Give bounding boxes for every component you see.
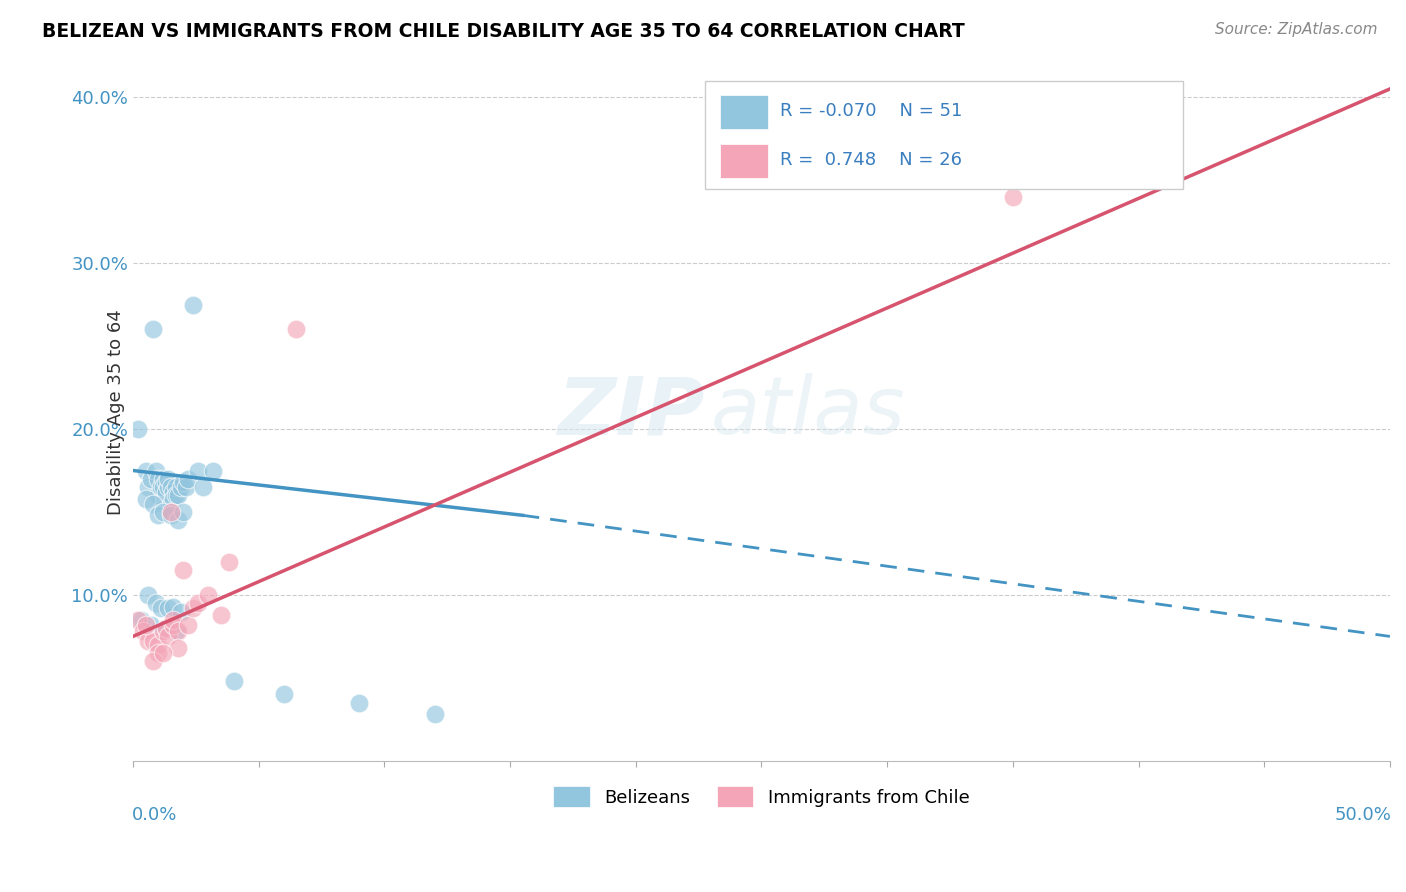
Text: ZIP: ZIP bbox=[558, 374, 704, 451]
Point bbox=[149, 480, 172, 494]
Point bbox=[347, 696, 370, 710]
Point bbox=[165, 480, 187, 494]
Point bbox=[135, 463, 157, 477]
Point bbox=[165, 488, 187, 502]
Point bbox=[209, 607, 232, 622]
Point bbox=[157, 629, 180, 643]
Point bbox=[142, 634, 165, 648]
FancyBboxPatch shape bbox=[720, 145, 768, 178]
Point bbox=[127, 613, 149, 627]
Point bbox=[145, 463, 167, 477]
Point bbox=[423, 707, 446, 722]
Point bbox=[146, 646, 169, 660]
Text: R =  0.748    N = 26: R = 0.748 N = 26 bbox=[780, 151, 962, 169]
Point bbox=[172, 563, 194, 577]
Point bbox=[155, 621, 177, 635]
Point bbox=[152, 480, 174, 494]
Point bbox=[135, 617, 157, 632]
Point bbox=[159, 480, 181, 494]
Point bbox=[162, 599, 184, 614]
FancyBboxPatch shape bbox=[720, 95, 768, 128]
Legend: Belizeans, Immigrants from Chile: Belizeans, Immigrants from Chile bbox=[547, 780, 977, 814]
Point bbox=[132, 624, 155, 639]
FancyBboxPatch shape bbox=[704, 81, 1182, 189]
Point bbox=[202, 463, 225, 477]
Point bbox=[167, 624, 190, 639]
Point bbox=[139, 472, 162, 486]
Point bbox=[273, 688, 295, 702]
Point bbox=[157, 601, 180, 615]
Point bbox=[172, 505, 194, 519]
Point bbox=[139, 617, 162, 632]
Point bbox=[135, 491, 157, 506]
Point bbox=[159, 505, 181, 519]
Point bbox=[155, 485, 177, 500]
Point bbox=[149, 601, 172, 615]
Point bbox=[197, 588, 219, 602]
Point bbox=[136, 588, 159, 602]
Point bbox=[157, 480, 180, 494]
Text: 50.0%: 50.0% bbox=[1334, 806, 1391, 824]
Point bbox=[162, 617, 184, 632]
Point bbox=[172, 475, 194, 489]
Point bbox=[218, 555, 240, 569]
Point bbox=[177, 617, 200, 632]
Point bbox=[177, 472, 200, 486]
Point bbox=[146, 472, 169, 486]
Point bbox=[170, 480, 193, 494]
Point bbox=[162, 613, 184, 627]
Point bbox=[285, 322, 308, 336]
Point bbox=[146, 638, 169, 652]
Point bbox=[136, 480, 159, 494]
Point bbox=[167, 488, 190, 502]
Text: atlas: atlas bbox=[711, 374, 905, 451]
Text: R = -0.070    N = 51: R = -0.070 N = 51 bbox=[780, 102, 963, 120]
Point bbox=[167, 640, 190, 655]
Point bbox=[152, 646, 174, 660]
Point bbox=[157, 472, 180, 486]
Point bbox=[193, 480, 215, 494]
Point bbox=[142, 497, 165, 511]
Point bbox=[146, 488, 169, 502]
Point bbox=[181, 601, 204, 615]
Point bbox=[145, 596, 167, 610]
Point bbox=[142, 654, 165, 668]
Point bbox=[170, 605, 193, 619]
Point bbox=[181, 297, 204, 311]
Point bbox=[159, 497, 181, 511]
Point bbox=[167, 513, 190, 527]
Text: BELIZEAN VS IMMIGRANTS FROM CHILE DISABILITY AGE 35 TO 64 CORRELATION CHART: BELIZEAN VS IMMIGRANTS FROM CHILE DISABI… bbox=[42, 22, 965, 41]
Point bbox=[127, 422, 149, 436]
Point bbox=[136, 634, 159, 648]
Point bbox=[129, 613, 152, 627]
Text: Source: ZipAtlas.com: Source: ZipAtlas.com bbox=[1215, 22, 1378, 37]
Point bbox=[152, 624, 174, 639]
Point bbox=[165, 624, 187, 639]
Text: 0.0%: 0.0% bbox=[132, 806, 177, 824]
Point bbox=[152, 505, 174, 519]
Point bbox=[187, 596, 209, 610]
Point bbox=[142, 322, 165, 336]
Point bbox=[187, 463, 209, 477]
Point bbox=[1001, 190, 1024, 204]
Point bbox=[162, 491, 184, 506]
Point bbox=[152, 472, 174, 486]
Y-axis label: Disability Age 35 to 64: Disability Age 35 to 64 bbox=[107, 310, 125, 516]
Point bbox=[155, 621, 177, 635]
Point bbox=[174, 480, 197, 494]
Point bbox=[162, 485, 184, 500]
Point bbox=[159, 508, 181, 523]
Point bbox=[222, 674, 245, 689]
Point bbox=[155, 475, 177, 489]
Point bbox=[146, 508, 169, 523]
